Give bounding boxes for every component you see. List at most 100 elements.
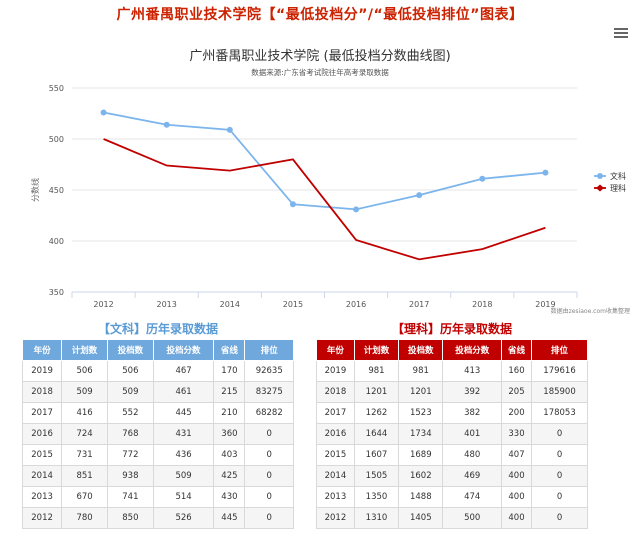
- table-cell: 68282: [244, 402, 294, 424]
- table-cell: 506: [61, 360, 108, 382]
- table-cell: 2017: [316, 402, 355, 424]
- table-cell: 474: [442, 486, 502, 508]
- table-cell: 0: [531, 423, 588, 445]
- table-cell: 445: [213, 507, 246, 529]
- y-axis-label: 分数线: [30, 178, 40, 202]
- wen-table-body: 2019 506 506 467 170 92635 2018 509 509 461 215 832…: [21, 360, 294, 529]
- hamburger-menu-icon[interactable]: [614, 26, 628, 40]
- table-cell: 772: [106, 444, 154, 466]
- table-cell: 2019: [316, 360, 355, 382]
- chart-subtitle: 数据来源:广东省考试院往年高考录取数据: [251, 67, 389, 77]
- table-cell: 0: [244, 423, 294, 445]
- table-row: 2012 1310 1405 500 400 0: [316, 507, 588, 529]
- table-cell: 430: [213, 486, 246, 508]
- wen-table: 年份 计划数 投档数 投档分数 省线 排位 2019 506 506 467 170 92635 20…: [21, 339, 294, 529]
- li-table-header: 年份 计划数 投档数 投档分数 省线 排位: [316, 339, 588, 361]
- chart-svg: 广州番禺职业技术学院 (最低投档分数曲线图) 数据来源:广东省考试院往年高考录取数…: [30, 48, 630, 315]
- data-point: [416, 192, 423, 199]
- wen-header-cell: 投档数: [106, 339, 154, 361]
- li-header-cell: 投档数: [398, 339, 444, 361]
- table-cell: 2012: [316, 507, 355, 529]
- data-point: [100, 109, 107, 116]
- li-table: 年份 计划数 投档数 投档分数 省线 排位 2019 981 981 413 160 179616 2…: [316, 339, 588, 529]
- x-tick-label: 2015: [283, 300, 303, 309]
- li-header-cell: 投档分数: [442, 339, 502, 361]
- table-cell: 780: [61, 507, 108, 529]
- table-cell: 360: [213, 423, 246, 445]
- table-row: 2019 981 981 413 160 179616: [316, 360, 588, 382]
- table-cell: 851: [61, 465, 108, 487]
- y-tick-label: 450: [49, 186, 64, 195]
- table-cell: 1689: [398, 444, 444, 466]
- table-cell: 670: [61, 486, 108, 508]
- line-chart: 广州番禺职业技术学院 (最低投档分数曲线图) 数据来源:广东省考试院往年高考录取数…: [0, 30, 640, 320]
- table-cell: 170: [213, 360, 246, 382]
- table-cell: 425: [213, 465, 246, 487]
- li-header-cell: 年份: [316, 339, 355, 361]
- table-row: 2012 780 850 526 445 0: [21, 507, 294, 529]
- x-tick-label: 2014: [220, 300, 240, 309]
- wen-table-title: 【文科】历年录取数据: [97, 322, 218, 336]
- x-tick-label: 2017: [409, 300, 429, 309]
- table-cell: 1523: [398, 402, 444, 424]
- series-line: [103, 111, 546, 211]
- table-cell: 1602: [398, 465, 444, 487]
- wen-header-cell: 年份: [21, 339, 63, 361]
- y-tick-label: 550: [49, 84, 64, 93]
- table-cell: 526: [152, 507, 215, 529]
- table-cell: 509: [106, 381, 154, 403]
- table-cell: 741: [106, 486, 154, 508]
- table-cell: 0: [244, 507, 294, 529]
- table-cell: 330: [500, 423, 533, 445]
- table-cell: 413: [442, 360, 502, 382]
- table-cell: 2015: [316, 444, 355, 466]
- table-cell: 1201: [353, 381, 400, 403]
- table-cell: 445: [152, 402, 215, 424]
- li-header-cell: 计划数: [353, 339, 400, 361]
- table-row: 2017 1262 1523 382 200 178053: [316, 402, 588, 424]
- table-cell: 403: [213, 444, 246, 466]
- table-cell: 2018: [316, 381, 355, 403]
- y-tick-label: 350: [49, 288, 64, 297]
- table-cell: 509: [152, 465, 215, 487]
- table-cell: 179616: [531, 360, 588, 382]
- table-cell: 0: [244, 486, 294, 508]
- table-cell: 401: [442, 423, 502, 445]
- table-cell: 2016: [316, 423, 355, 445]
- table-cell: 2012: [21, 507, 63, 529]
- table-cell: 938: [106, 465, 154, 487]
- table-cell: 200: [500, 402, 533, 424]
- chart-credit: 数据由zesiaoe.com收集整理: [551, 307, 630, 315]
- data-point: [226, 126, 233, 133]
- table-row: 2015 1607 1689 480 407 0: [316, 444, 588, 466]
- table-cell: 1350: [353, 486, 400, 508]
- legend-label: 文科: [610, 171, 626, 181]
- table-cell: 1505: [353, 465, 400, 487]
- table-cell: 83275: [244, 381, 294, 403]
- series-line: [103, 138, 546, 261]
- data-point: [542, 169, 549, 176]
- x-tick-label: 2012: [93, 300, 113, 309]
- table-cell: 1405: [398, 507, 444, 529]
- table-cell: 431: [152, 423, 215, 445]
- table-cell: 514: [152, 486, 215, 508]
- table-cell: 1201: [398, 381, 444, 403]
- table-row: 2016 724 768 431 360 0: [21, 423, 294, 445]
- table-cell: 2016: [21, 423, 63, 445]
- table-cell: 0: [531, 486, 588, 508]
- li-table-body: 2019 981 981 413 160 179616 2018 1201 1201 392 205…: [316, 360, 588, 529]
- x-tick-label: 2019: [535, 300, 555, 309]
- table-cell: 2013: [21, 486, 63, 508]
- table-cell: 506: [106, 360, 154, 382]
- table-cell: 981: [398, 360, 444, 382]
- chart-title: 广州番禺职业技术学院 (最低投档分数曲线图): [189, 48, 450, 64]
- legend-label: 理科: [610, 183, 626, 193]
- table-cell: 981: [353, 360, 400, 382]
- x-tick-label: 2016: [346, 300, 366, 309]
- data-point: [479, 175, 486, 182]
- table-cell: 210: [213, 402, 246, 424]
- data-point: [163, 121, 170, 128]
- table-row: 2014 1505 1602 469 400 0: [316, 465, 588, 487]
- table-cell: 205: [500, 381, 533, 403]
- table-cell: 2018: [21, 381, 63, 403]
